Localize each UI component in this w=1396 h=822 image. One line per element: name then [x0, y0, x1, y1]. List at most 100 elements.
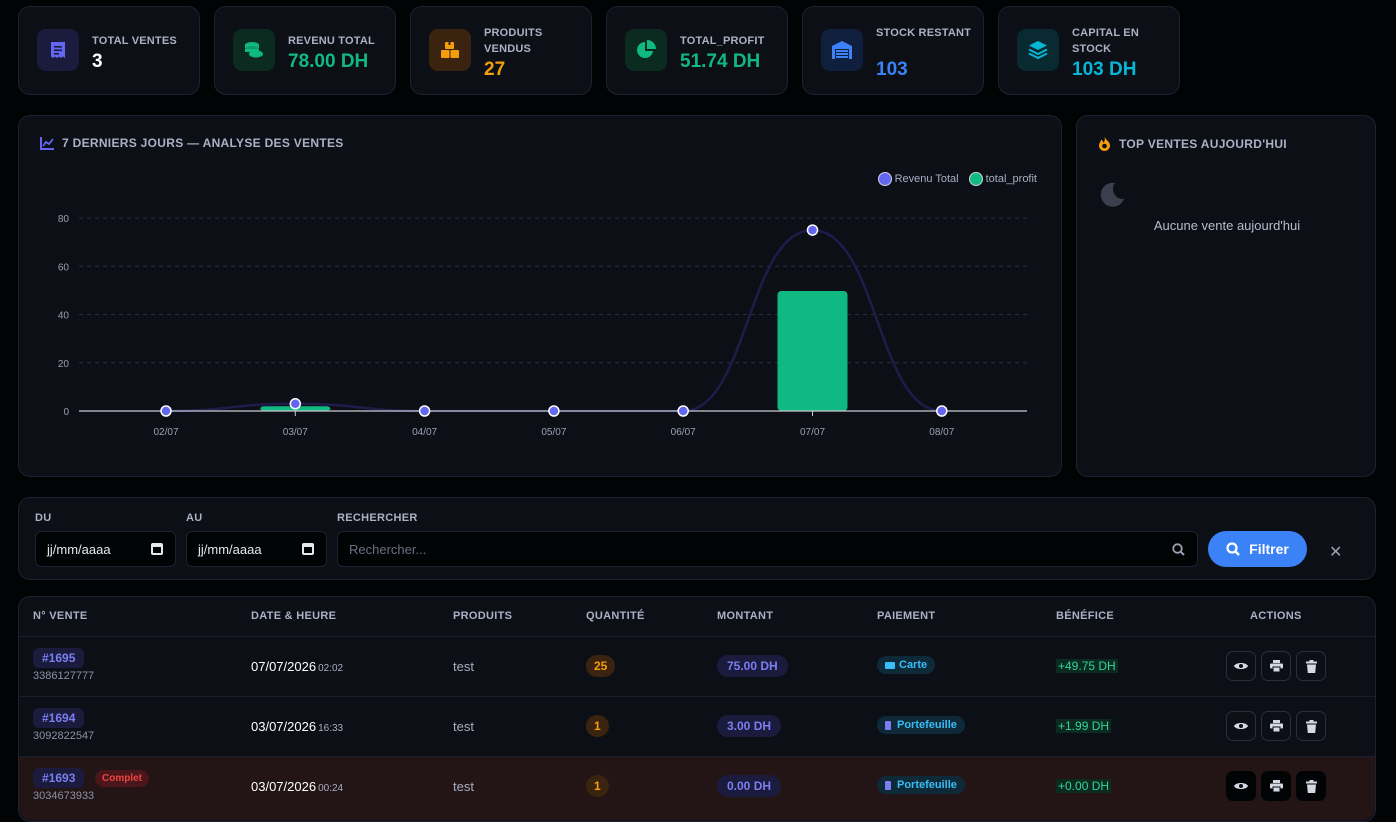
view-button[interactable] — [1226, 771, 1256, 801]
wallet-icon — [885, 720, 891, 730]
col-header[interactable]: N° VENTE — [33, 610, 88, 622]
col-header[interactable]: ACTIONS — [1250, 610, 1302, 622]
to-date-label: AU — [186, 512, 203, 524]
sale-code: 3092822547 — [33, 730, 95, 742]
eye-icon — [1234, 783, 1248, 789]
revenue-point — [677, 405, 689, 417]
kpi-label: CAPITAL EN STOCK — [1072, 27, 1139, 55]
payment-badge: Portefeuille — [877, 716, 965, 734]
legend-item-profit[interactable]: total_profit — [968, 172, 1037, 186]
table-row[interactable]: #1693 Complet 3034673933 03/07/2026 00:24 tes… — [19, 756, 1375, 820]
x-tick-label: 03/07 — [283, 427, 308, 438]
kpi-produits-vendus: PRODUITS VENDUS 27 — [410, 6, 592, 95]
sale-product: test — [453, 779, 474, 794]
print-button[interactable] — [1261, 771, 1291, 801]
search-label: RECHERCHER — [337, 512, 418, 524]
x-tick-label: 05/07 — [541, 427, 566, 438]
col-header[interactable]: DATE & HEURE — [251, 610, 337, 622]
amount-badge: 3.00 DH — [717, 715, 782, 737]
col-header[interactable]: PAIEMENT — [877, 610, 936, 622]
x-tick-label: 04/07 — [412, 427, 437, 438]
sale-id-badge[interactable]: #1695 — [33, 648, 85, 668]
y-tick-label: 0 — [63, 407, 69, 418]
chart-legend: Revenu Total total_profit — [877, 172, 1037, 186]
col-header[interactable]: QUANTITÉ — [586, 610, 645, 622]
pie-chart-icon — [625, 29, 667, 71]
top-sales-title: TOP VENTES AUJOURD'HUI — [1098, 136, 1287, 151]
profit-bar — [777, 290, 848, 411]
amount-badge: 0.00 DH — [717, 775, 782, 797]
profit-value: +0.00 DH — [1056, 779, 1112, 793]
calendar-icon[interactable] — [151, 543, 163, 555]
wallet-icon — [885, 780, 891, 790]
kpi-stock-restant: STOCK RESTANT 103 — [802, 6, 984, 95]
col-header[interactable]: PRODUITS — [453, 610, 513, 622]
table-row[interactable]: #1694 3092822547 03/07/2026 16:33 test 1 3.00 … — [19, 696, 1375, 756]
fire-icon — [1099, 136, 1110, 151]
clear-filters-button[interactable]: ✕ — [1329, 544, 1343, 561]
sale-date: 03/07/2026 00:24 — [251, 779, 344, 794]
print-button[interactable] — [1261, 651, 1291, 681]
printer-icon — [1269, 660, 1283, 672]
quantity-badge: 1 — [586, 715, 609, 737]
moon-icon — [1100, 182, 1124, 207]
revenue-point — [806, 224, 819, 236]
filter-button[interactable]: Filtrer — [1208, 531, 1307, 567]
quantity-badge: 1 — [586, 775, 609, 797]
kpi-label: TOTAL_PROFIT — [680, 35, 765, 47]
search-input[interactable]: Rechercher... — [337, 531, 1198, 567]
y-tick-label: 40 — [58, 311, 70, 322]
view-button[interactable] — [1226, 651, 1256, 681]
kpi-label: PRODUITS VENDUS — [484, 27, 543, 55]
kpi-label: STOCK RESTANT — [876, 27, 972, 39]
sale-code: 3034673933 — [33, 790, 95, 802]
kpi-revenu-total: REVENU TOTAL 78.00 DH — [214, 6, 396, 95]
calendar-icon[interactable] — [302, 543, 314, 555]
empty-state-text: Aucune vente aujourd'hui — [1153, 218, 1301, 233]
col-header[interactable]: BÉNÉFICE — [1056, 610, 1115, 622]
kpi-value: 3 — [92, 51, 103, 72]
sale-time: 00:24 — [318, 783, 344, 794]
legend-item-revenu[interactable]: Revenu Total — [877, 172, 959, 186]
boxes-icon — [429, 29, 471, 71]
revenue-point — [418, 405, 431, 417]
to-date-input[interactable]: jj/mm/aaaa — [186, 531, 327, 567]
kpi-value: 103 DH — [1072, 59, 1137, 80]
status-badge: Complet — [95, 770, 149, 787]
printer-icon — [1269, 720, 1283, 732]
sale-code: 3386127777 — [33, 670, 95, 682]
layers-icon — [1017, 29, 1059, 71]
revenue-point — [160, 405, 172, 417]
kpi-label: REVENU TOTAL — [288, 35, 375, 47]
payment-badge: Carte — [877, 656, 936, 674]
eye-icon — [1234, 663, 1248, 669]
view-button[interactable] — [1226, 711, 1256, 741]
printer-icon — [1269, 780, 1283, 792]
kpi-total-ventes: TOTAL VENTES 3 — [18, 6, 200, 95]
top-sales-panel: TOP VENTES AUJOURD'HUI Aucune vente aujo… — [1076, 115, 1376, 477]
from-date-input[interactable]: jj/mm/aaaa — [35, 531, 176, 567]
search-icon — [1172, 543, 1185, 556]
delete-button[interactable] — [1296, 771, 1326, 801]
sale-id-badge[interactable]: #1694 — [33, 708, 85, 728]
x-tick-label: 07/07 — [800, 427, 825, 438]
sale-time: 16:33 — [318, 723, 344, 734]
sale-id-badge[interactable]: #1693 — [33, 768, 85, 788]
receipt-icon — [37, 29, 79, 71]
col-header[interactable]: MONTANT — [717, 610, 774, 622]
profit-value: +49.75 DH — [1056, 659, 1118, 673]
print-button[interactable] — [1261, 711, 1291, 741]
revenue-point — [936, 405, 948, 417]
delete-button[interactable] — [1296, 711, 1326, 741]
sale-time: 02:02 — [318, 663, 344, 674]
table-row[interactable]: #1695 3386127777 07/07/2026 02:02 test 25 75.0… — [19, 636, 1375, 696]
x-tick-label: 06/07 — [671, 427, 696, 438]
sale-product: test — [453, 719, 474, 734]
x-tick-label: 02/07 — [153, 427, 178, 438]
delete-button[interactable] — [1296, 651, 1326, 681]
revenue-point — [548, 405, 560, 417]
profit-value: +1.99 DH — [1056, 719, 1112, 733]
kpi-value: 103 — [876, 59, 908, 80]
trash-icon — [1305, 659, 1317, 673]
kpi-value: 51.74 DH — [680, 51, 761, 72]
